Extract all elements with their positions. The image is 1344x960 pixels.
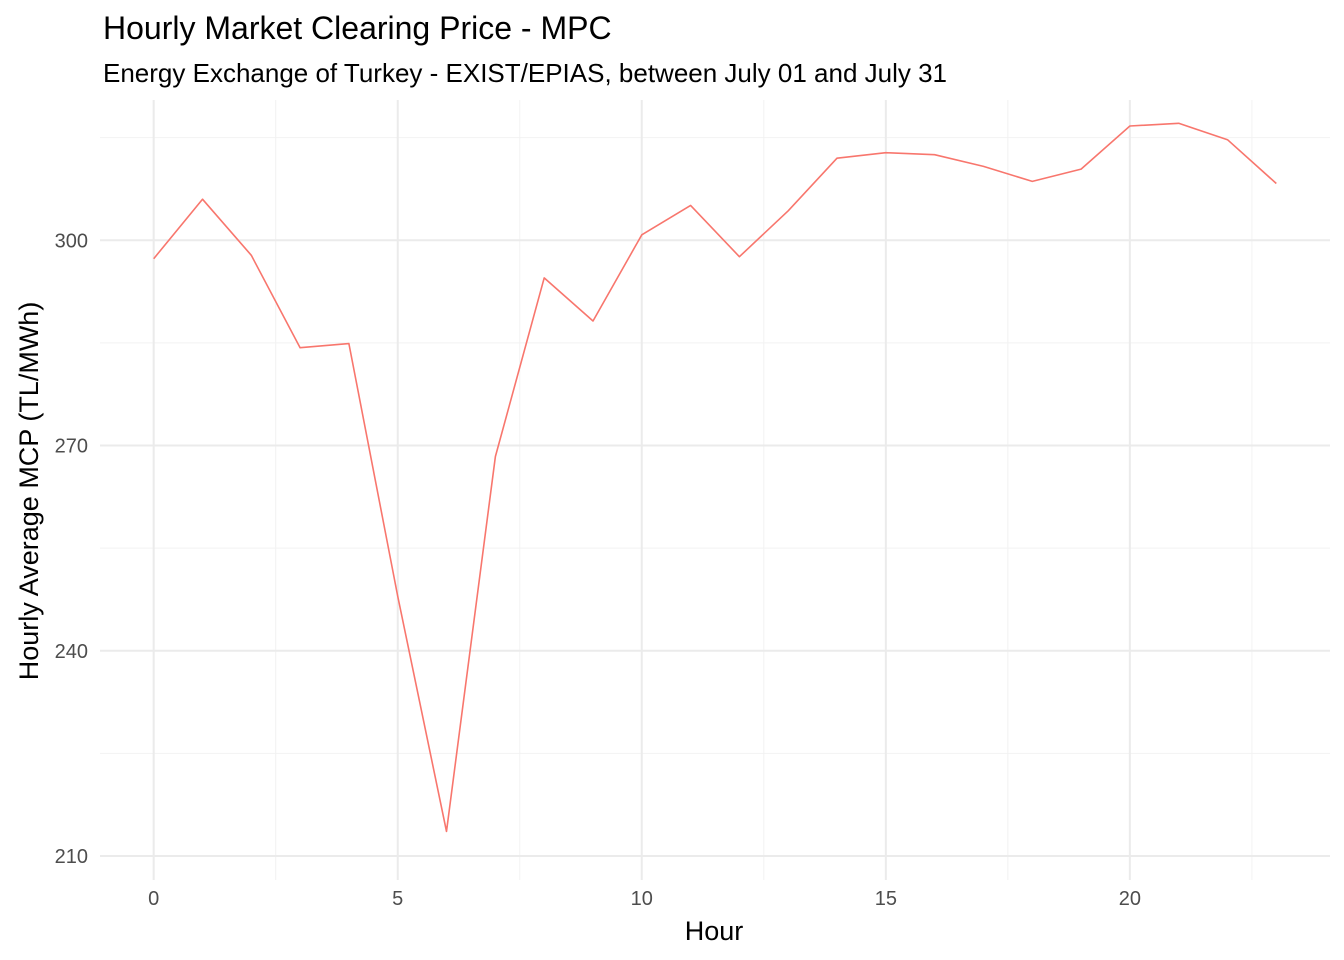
x-tick-label: 10 [631,888,653,910]
x-axis-ticks: 0 5 10 15 20 [148,888,1141,910]
chart-subtitle: Energy Exchange of Turkey - EXIST/EPIAS,… [103,58,948,88]
major-gridlines [100,100,1330,880]
x-tick-label: 5 [392,888,403,910]
y-axis-ticks: 210 240 270 300 [55,230,88,868]
x-tick-label: 0 [148,888,159,910]
series-line [153,122,1277,833]
y-axis-title: Hourly Average MCP (TL/MWh) [14,302,44,681]
y-tick-label: 270 [55,436,88,458]
y-tick-label: 240 [55,641,88,663]
y-tick-label: 210 [55,846,88,868]
x-tick-label: 20 [1119,888,1141,910]
minor-gridlines [100,100,1330,880]
x-axis-title: Hour [685,916,744,946]
x-tick-label: 15 [875,888,897,910]
chart-title: Hourly Market Clearing Price - MPC [103,10,612,46]
y-tick-label: 300 [55,230,88,252]
series-layer [153,122,1277,833]
